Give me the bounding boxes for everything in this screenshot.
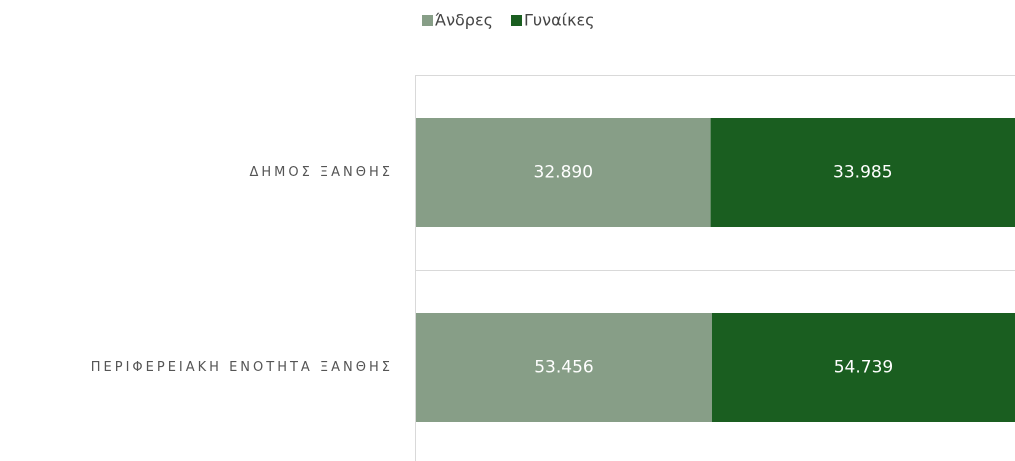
bar-segment: [710, 118, 1015, 227]
legend-swatch: [511, 15, 522, 26]
data-label: 54.739: [834, 358, 893, 378]
legend-swatch: [422, 15, 433, 26]
category-label: ΔΗΜΟΣ ΞΑΝΘΗΣ: [249, 165, 393, 180]
data-label: 33.985: [833, 163, 892, 183]
bar-segment: [416, 313, 712, 422]
data-label: 53.456: [534, 358, 593, 378]
category-label: ΠΕΡΙΦΕΡΕΙΑΚΗ ΕΝΟΤΗΤΑ ΞΑΝΘΗΣ: [91, 360, 393, 375]
data-label: 32.890: [534, 163, 593, 183]
bar-segment: [711, 313, 1015, 422]
legend-label: Άνδρες: [435, 11, 493, 30]
legend-label: Γυναίκες: [524, 11, 595, 30]
bar-segment: [416, 118, 711, 227]
